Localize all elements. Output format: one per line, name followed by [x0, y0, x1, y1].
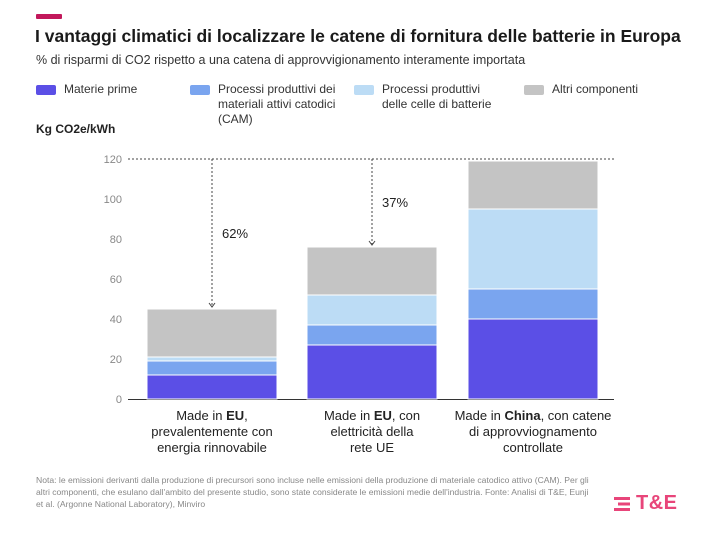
- legend-label: Processi produttivi dei materiali attivi…: [218, 82, 336, 126]
- y-tick-label: 80: [110, 234, 122, 246]
- legend-swatch: [354, 85, 374, 95]
- x-category-label: Made in China, con catene di approvviogna…: [455, 408, 612, 455]
- x-category-label: Made in EU, con elettricità della rete UE: [324, 408, 420, 455]
- y-tick-label: 0: [116, 394, 122, 406]
- legend-item-materie-prime: Materie prime: [36, 82, 137, 97]
- title-accent-bar: [36, 14, 62, 19]
- legend-swatch: [36, 85, 56, 95]
- bar-segment: [306, 344, 438, 400]
- te-logo: T&E: [614, 492, 678, 515]
- bar-segment: [146, 360, 278, 376]
- legend-label: Processi produttivi delle celle di batte…: [382, 82, 492, 111]
- te-logo-mark-icon: [614, 496, 630, 511]
- y-tick-label: 40: [110, 314, 122, 326]
- bar-segment: [467, 288, 599, 320]
- legend-item-altri: Altri componenti: [524, 82, 638, 97]
- legend-item-celle: Processi produttivi delle celle di batte…: [354, 82, 491, 112]
- savings-arrowhead: [208, 302, 216, 308]
- bar-segment: [146, 374, 278, 400]
- bar-segment: [467, 208, 599, 290]
- x-category-label: Made in EU, prevalentemente con energia ri…: [151, 408, 272, 455]
- chart-title: I vantaggi climatici di localizzare le c…: [35, 26, 681, 46]
- savings-arrowhead: [368, 240, 376, 246]
- y-tick-label: 20: [110, 354, 122, 366]
- legend-item-cam: Processi produttivi dei materiali attivi…: [190, 82, 335, 127]
- stacked-bar-chart: 0 20 40 60 80 100 120 Made in EU, prevalentement…: [104, 154, 614, 455]
- bar-segment: [306, 324, 438, 346]
- bar-segment: [306, 246, 438, 296]
- legend-label: Altri componenti: [552, 82, 639, 96]
- bar-segment: [467, 160, 599, 210]
- y-tick-label: 60: [110, 274, 122, 286]
- footnote: Nota: le emissioni derivanti dalla produ…: [36, 475, 589, 509]
- te-logo-text: T&E: [636, 492, 678, 514]
- bar-segment: [146, 356, 278, 362]
- savings-percent-label: 62%: [222, 226, 248, 241]
- y-tick-label: 100: [104, 194, 122, 206]
- legend: Materie prime Processi produttivi dei ma…: [36, 82, 706, 132]
- savings-percent-label: 37%: [382, 195, 408, 210]
- bar-segment: [306, 294, 438, 326]
- y-axis-unit-label: Kg CO2e/kWh: [36, 122, 116, 136]
- y-tick-label: 120: [104, 154, 122, 166]
- legend-swatch: [524, 85, 544, 95]
- legend-swatch: [190, 85, 210, 95]
- bar-segment: [146, 308, 278, 358]
- bar-segment: [467, 318, 599, 400]
- legend-label: Materie prime: [64, 82, 138, 96]
- chart-subtitle: % di risparmi di CO2 rispetto a una cate…: [36, 53, 526, 67]
